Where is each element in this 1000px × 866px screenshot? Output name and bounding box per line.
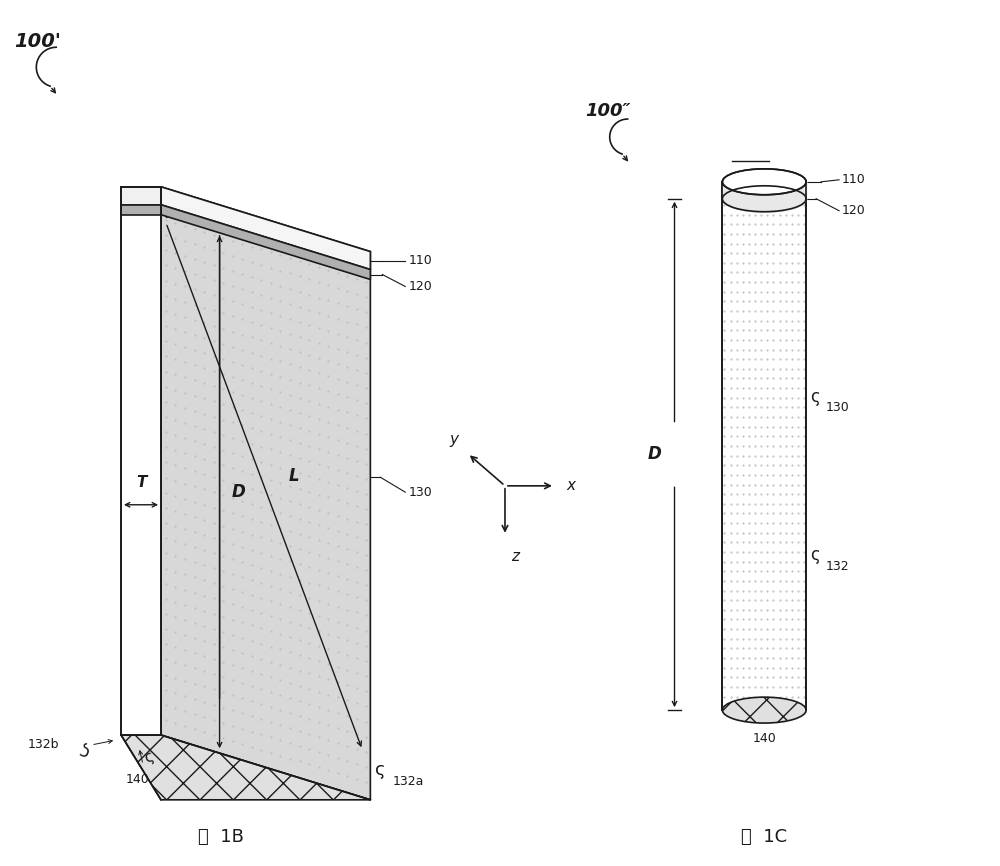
Text: 110: 110 bbox=[408, 254, 432, 267]
Ellipse shape bbox=[722, 186, 806, 211]
Polygon shape bbox=[161, 187, 370, 800]
Text: 120: 120 bbox=[408, 280, 432, 293]
Polygon shape bbox=[121, 735, 370, 800]
Text: 140: 140 bbox=[752, 732, 776, 745]
Text: 图  1B: 图 1B bbox=[198, 828, 244, 846]
Ellipse shape bbox=[722, 697, 806, 723]
Text: 140: 140 bbox=[126, 773, 150, 786]
Text: 130: 130 bbox=[408, 486, 432, 499]
Text: 100″: 100″ bbox=[585, 102, 630, 120]
Text: 图  1C: 图 1C bbox=[741, 828, 787, 846]
Text: 132b: 132b bbox=[28, 739, 59, 752]
Text: L: L bbox=[289, 468, 299, 485]
Polygon shape bbox=[161, 187, 370, 269]
Text: D: D bbox=[232, 483, 245, 501]
Text: ς: ς bbox=[810, 388, 820, 405]
Text: z: z bbox=[511, 549, 519, 564]
Text: 120: 120 bbox=[842, 204, 866, 217]
Polygon shape bbox=[161, 204, 370, 280]
Text: y: y bbox=[449, 432, 458, 448]
Polygon shape bbox=[121, 187, 161, 204]
Text: ς: ς bbox=[142, 748, 156, 766]
Text: 132: 132 bbox=[826, 559, 850, 572]
Text: 132a: 132a bbox=[392, 775, 424, 788]
Polygon shape bbox=[121, 187, 161, 735]
Text: 130: 130 bbox=[826, 401, 850, 414]
Text: ς: ς bbox=[75, 740, 91, 760]
Ellipse shape bbox=[722, 169, 806, 195]
Text: D: D bbox=[648, 445, 662, 463]
Text: 100': 100' bbox=[14, 32, 61, 51]
Text: x: x bbox=[567, 478, 576, 494]
Text: ς: ς bbox=[375, 761, 386, 779]
Polygon shape bbox=[121, 204, 161, 215]
Text: 110: 110 bbox=[842, 173, 866, 186]
Text: T: T bbox=[136, 475, 146, 490]
Text: ς: ς bbox=[810, 546, 820, 565]
